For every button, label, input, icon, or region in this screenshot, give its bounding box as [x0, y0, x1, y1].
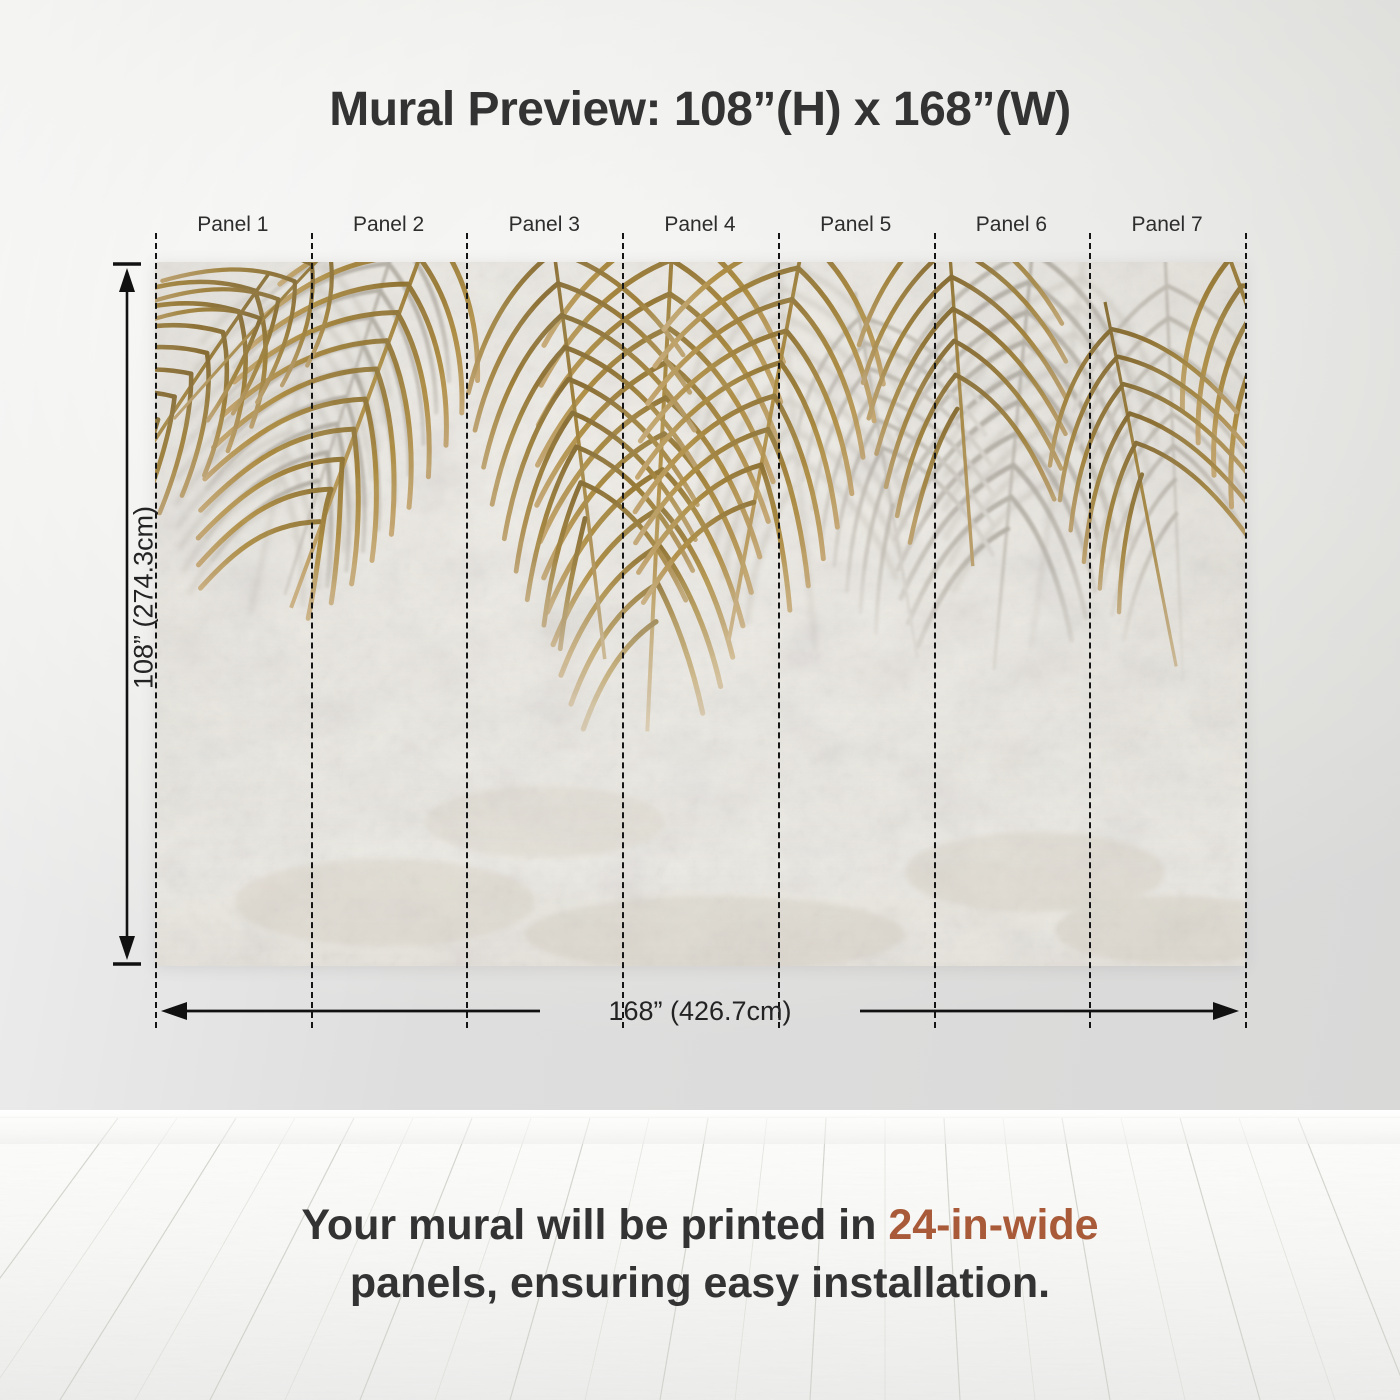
page-title: Mural Preview: 108”(H) x 168”(W) — [329, 83, 1071, 136]
panel-label-5: Panel 5 — [820, 213, 892, 236]
panel-label-3: Panel 3 — [508, 213, 580, 236]
panel-divider-line — [1089, 233, 1092, 1028]
panel-label-4: Panel 4 — [664, 213, 736, 236]
width-dimension-label: 168” (426.7cm) — [608, 996, 792, 1026]
mural-preview — [155, 262, 1245, 966]
panel-label-6: Panel 6 — [975, 213, 1048, 236]
width-dimension: 168” (426.7cm) — [155, 991, 1245, 1031]
panel-divider-line — [933, 233, 936, 1028]
caption-line-1-prefix: Your mural will be printed in — [301, 1201, 889, 1249]
double-arrow-horizontal-icon — [161, 1002, 1239, 1020]
panel-divider-line — [777, 233, 780, 1028]
panel-label-7: Panel 7 — [1131, 213, 1203, 236]
panel-divider-line — [310, 233, 313, 1028]
caption-line-2: panels, ensuring easy installation. — [349, 1259, 1051, 1307]
caption-line-1: Your mural will be printed in 24-in-wide — [0, 1196, 1400, 1254]
panel-divider-line — [155, 233, 157, 1028]
double-arrow-vertical-icon — [113, 262, 141, 966]
caption: Your mural will be printed in 24-in-wide… — [0, 1196, 1400, 1312]
baseboard — [0, 1110, 1400, 1120]
height-dimension-label: 108” (274.3cm) — [128, 505, 159, 690]
palm-frond-artwork-icon — [155, 262, 1245, 966]
panel-divider-line — [1245, 233, 1247, 1028]
panel-label-2: Panel 2 — [352, 213, 425, 236]
panel-divider-line — [622, 233, 625, 1028]
height-dimension: 108” (274.3cm) — [104, 258, 159, 970]
mural-artwork — [155, 262, 1245, 966]
wood-plank-floor — [0, 1118, 1400, 1400]
panel-divider-line — [466, 233, 469, 1028]
panel-label-1: Panel 1 — [197, 213, 269, 236]
caption-accent-text: 24-in-wide — [888, 1201, 1099, 1249]
floor-plank-lines — [0, 1118, 1400, 1400]
